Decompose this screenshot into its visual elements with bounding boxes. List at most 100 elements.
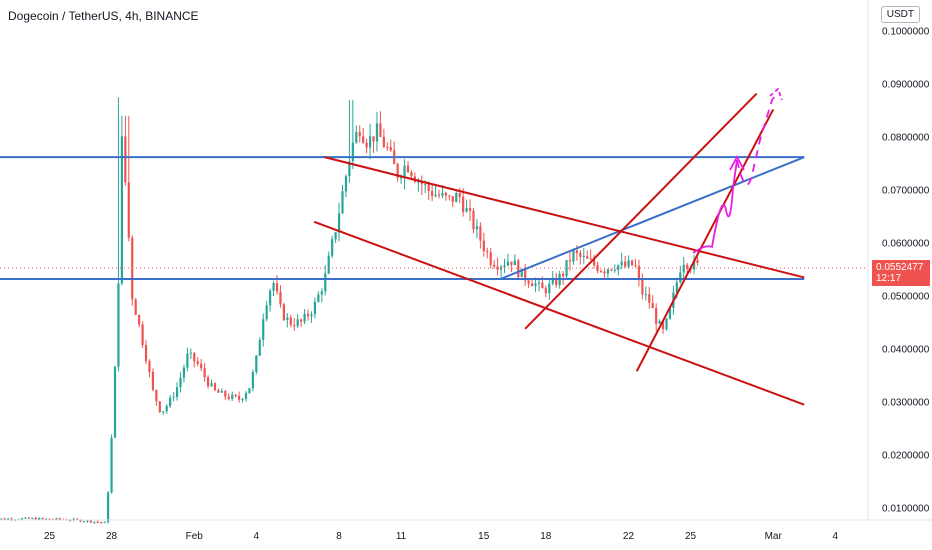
red-trend-line[interactable] [635,108,775,372]
candle-body [27,517,30,519]
candle [451,196,454,208]
candle [158,401,161,413]
projection-path[interactable] [692,159,738,254]
candle [331,235,334,259]
candle-body [134,299,137,315]
candle [165,404,168,414]
candle [389,139,392,153]
candle-body [351,142,354,162]
candle [248,388,251,394]
candle [306,309,310,321]
candle [234,393,237,398]
candle-body [406,165,410,173]
candle-body [289,317,292,325]
candle [465,199,468,213]
candle-body [658,321,661,324]
candle [382,128,385,148]
candle-body [310,314,313,317]
candle [555,272,558,288]
candle [665,318,668,331]
candle-body [296,319,299,327]
projection-arrow-head[interactable] [729,155,745,171]
candle-body [3,518,6,520]
candle [644,286,647,301]
time-tick-label: 8 [336,531,342,542]
red-trend-line[interactable] [524,92,758,330]
candle-body [520,268,523,278]
candle-body [641,278,644,295]
candle-body [344,176,348,192]
candle [403,159,406,190]
candle-body [293,324,296,327]
time-tick-label: 28 [106,531,118,542]
candle-body [661,321,665,330]
candle [348,99,351,183]
candle [93,521,96,524]
candle [396,162,399,182]
candle-body [196,361,199,364]
projection-dashed-path[interactable] [736,91,779,186]
candle-body [282,304,286,321]
candle-body [544,288,547,294]
candle-body [186,353,189,368]
candle [489,247,492,269]
candle [313,297,317,319]
candle-body [120,136,123,284]
candle-body [517,260,520,278]
candle-body [599,271,603,273]
candle [282,302,286,322]
candle [513,254,516,266]
candle [455,189,458,203]
candle [296,314,299,329]
candle-body [534,283,537,287]
candle-body [593,258,596,266]
trendline-drawings[interactable] [0,87,805,406]
candle-body [269,290,272,306]
candle-body [182,367,186,378]
candle-body [251,372,254,389]
candle-body [679,272,682,283]
currency-button[interactable]: USDT [880,6,920,23]
red-trend-line[interactable] [324,156,805,279]
candle-body [475,226,479,230]
time-axis[interactable]: 25 28 Feb 4 8 11 15 18 22 25 Mar 4 [0,519,932,542]
candle [544,285,547,298]
candle [196,357,199,367]
bar-countdown: 12:17 [876,273,902,285]
candle-body [620,261,623,266]
candle-body [686,264,689,269]
candle-body [379,123,382,137]
candle [334,231,337,243]
candle-body [265,305,268,320]
candle [427,181,430,201]
projection-dashed-arrow-head[interactable] [769,87,783,101]
candle-body [551,278,554,284]
candle-body [482,240,485,252]
candle-body [510,261,513,266]
candle [472,207,475,234]
red-trend-line[interactable] [313,220,805,406]
candle-body [107,492,110,522]
candle-body [555,278,558,286]
candle [210,379,213,388]
candle [468,199,472,221]
candle [310,311,313,323]
candle [499,264,503,279]
time-tick-label: 15 [478,531,490,542]
candle-body [606,269,610,274]
candle-body [589,258,592,260]
candle-body [20,518,24,520]
candle-body [44,518,48,520]
candle-body [613,269,616,271]
candle-body [162,411,165,413]
candle [134,298,137,315]
candle-body [382,136,385,148]
candle-body [386,147,389,149]
candle-body [637,265,641,279]
candle [144,340,148,365]
candle-body [38,518,41,520]
price-tick-label: 0.0300000 [882,398,930,409]
price-axis[interactable]: 0.1000000 0.0900000 0.0800000 0.0700000 0.06… [867,0,930,520]
blue-trend-line[interactable] [499,156,805,280]
